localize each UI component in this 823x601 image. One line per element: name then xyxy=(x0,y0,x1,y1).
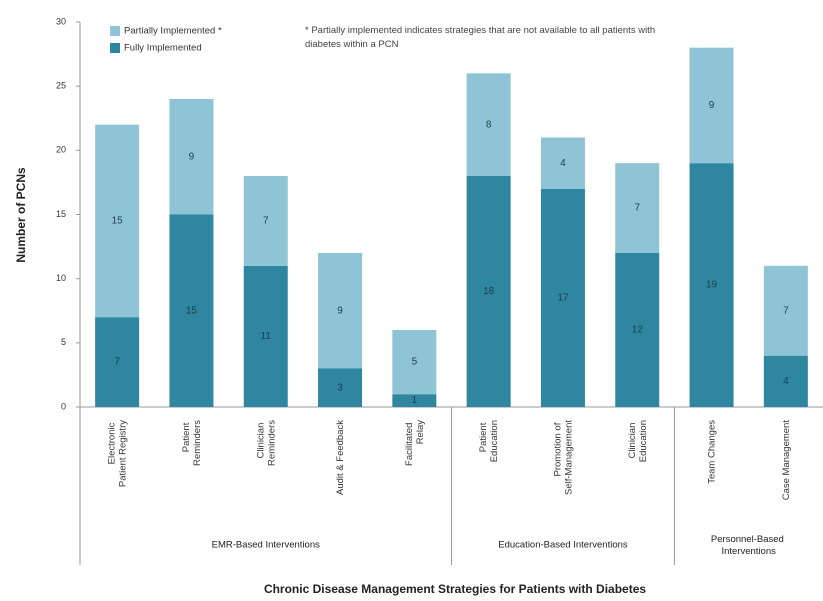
legend-label: Partially Implemented * xyxy=(124,26,222,37)
bar-segment xyxy=(243,265,288,407)
bar-segment xyxy=(95,124,140,318)
bar-segment xyxy=(763,265,808,356)
y-axis-title: Number of PCNs xyxy=(14,167,28,263)
value-label: 15 xyxy=(112,216,124,227)
x-tick-label: Patient Education xyxy=(478,420,500,462)
x-tick-label: Audit & Feedback xyxy=(335,420,346,495)
bar-segment xyxy=(466,176,511,407)
bar-segment xyxy=(392,394,437,407)
x-tick-label: Clinician Education xyxy=(626,420,648,462)
bar-segment xyxy=(689,47,734,164)
value-label: 3 xyxy=(337,382,343,393)
bar-segment xyxy=(615,163,660,253)
legend-swatch xyxy=(110,26,120,36)
y-tick-label: 5 xyxy=(61,337,66,347)
value-label: 9 xyxy=(709,100,715,111)
y-tick-label: 20 xyxy=(56,145,66,155)
value-label: 1 xyxy=(412,395,418,406)
x-tick-label: Clinician Reminders xyxy=(255,420,277,466)
value-label: 7 xyxy=(263,216,269,227)
value-label: 19 xyxy=(706,280,718,291)
value-label: 9 xyxy=(337,305,343,316)
bar-segment xyxy=(318,253,363,369)
value-label: 15 xyxy=(186,305,198,316)
bar-segment xyxy=(95,317,140,407)
footnote: * Partially implemented indicates strate… xyxy=(305,25,656,50)
legend-swatch xyxy=(110,43,120,53)
value-label: 12 xyxy=(632,325,644,336)
group-label: Education-Based Interventions xyxy=(498,540,628,551)
x-tick-label: Patient Reminders xyxy=(180,420,202,466)
x-axis-title: Chronic Disease Management Strategies fo… xyxy=(264,582,646,596)
y-tick-label: 30 xyxy=(56,16,66,26)
value-label: 5 xyxy=(412,357,418,368)
x-tick-label: Case Management xyxy=(780,420,791,501)
x-tick-label: Team Changes xyxy=(706,420,717,484)
value-label: 9 xyxy=(189,151,195,162)
value-label: 11 xyxy=(261,331,272,342)
value-label: 4 xyxy=(783,376,789,387)
value-label: 8 xyxy=(486,119,492,130)
bar-segment xyxy=(318,368,363,407)
bar-segment xyxy=(763,355,808,407)
x-tick-label: Facilitated Relay xyxy=(403,420,425,466)
y-tick-label: 15 xyxy=(56,209,66,219)
bar-segment xyxy=(392,330,437,395)
group-label: Personnel-Based Interventions xyxy=(711,534,787,557)
bar-segment xyxy=(243,176,288,266)
value-label: 4 xyxy=(560,158,566,169)
legend-label: Fully Implemented xyxy=(124,43,202,54)
y-tick-label: 10 xyxy=(56,273,66,283)
bar-segment xyxy=(615,253,660,407)
value-label: 7 xyxy=(114,357,120,368)
group-label: EMR-Based Interventions xyxy=(212,540,320,551)
bar-segment xyxy=(540,188,585,407)
bar-segment xyxy=(169,99,214,215)
value-label: 17 xyxy=(557,293,569,304)
y-tick-label: 25 xyxy=(56,81,66,91)
value-label: 7 xyxy=(634,203,640,214)
bar-segment xyxy=(466,73,511,176)
x-tick-label: Promotion of Self-Management xyxy=(552,420,574,495)
bar-segment xyxy=(169,214,214,407)
value-label: 18 xyxy=(483,286,495,297)
bar-segment xyxy=(540,137,585,189)
y-tick-label: 0 xyxy=(61,401,66,411)
x-tick-label: Electronic Patient Registry xyxy=(106,420,128,487)
value-label: 7 xyxy=(783,305,789,316)
bar-segment xyxy=(689,163,734,407)
